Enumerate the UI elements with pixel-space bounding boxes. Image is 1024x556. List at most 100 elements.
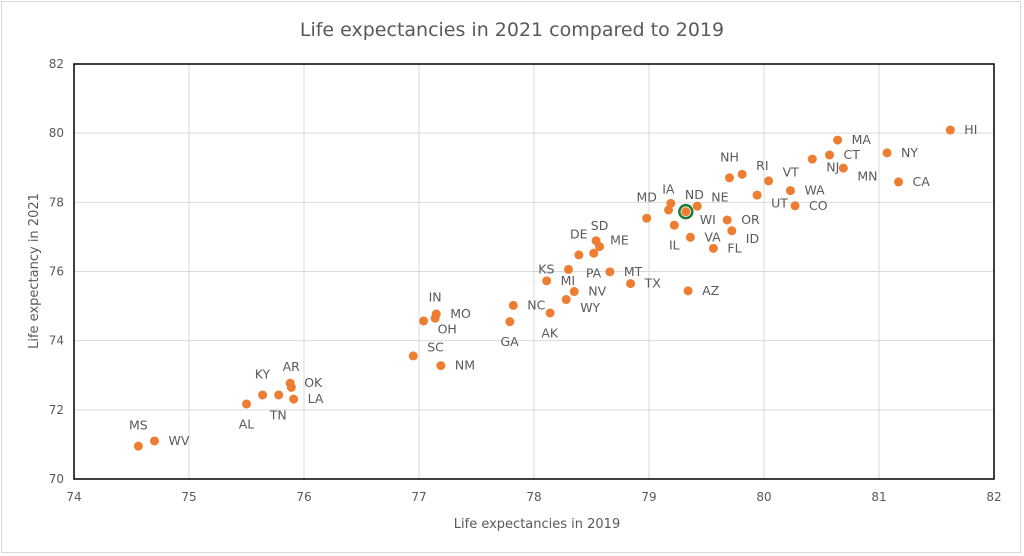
data-point-or bbox=[722, 215, 732, 225]
data-label-md: MD bbox=[636, 190, 656, 205]
x-tick-label: 78 bbox=[526, 490, 541, 504]
x-tick-label: 77 bbox=[411, 490, 426, 504]
data-label-nd: ND bbox=[685, 187, 704, 202]
data-label-id: ID bbox=[746, 231, 759, 246]
data-point-wy bbox=[561, 295, 571, 305]
data-label-fl: FL bbox=[727, 240, 741, 255]
data-labels: HI MA NY CT NJ MN CA RI NH VT WA UT CO ND IA WI NE MD IL OR… bbox=[129, 122, 977, 448]
data-label-co: CO bbox=[809, 198, 828, 213]
y-tick-label: 82 bbox=[49, 57, 64, 71]
data-point-mi bbox=[542, 276, 552, 286]
data-point-sd bbox=[595, 242, 605, 252]
data-point-md bbox=[642, 213, 652, 223]
data-point-nh bbox=[725, 173, 734, 183]
x-tick-label: 79 bbox=[641, 490, 656, 504]
data-point-ks bbox=[564, 264, 573, 274]
data-label-nj: NJ bbox=[826, 160, 839, 175]
data-label-oh: OH bbox=[438, 321, 457, 336]
data-label-ar: AR bbox=[283, 359, 301, 374]
data-label-vt: VT bbox=[783, 164, 800, 179]
data-label-hi: HI bbox=[964, 122, 977, 137]
data-point-ar bbox=[286, 382, 296, 392]
data-label-va: VA bbox=[704, 229, 721, 244]
data-label-wa: WA bbox=[804, 183, 825, 198]
data-label-wv: WV bbox=[169, 433, 190, 448]
data-label-mt: MT bbox=[624, 264, 643, 279]
data-label-wi: WI bbox=[700, 212, 716, 227]
plot-area-border bbox=[73, 63, 995, 480]
y-tick-label: 70 bbox=[49, 472, 64, 486]
data-point-al bbox=[242, 399, 251, 409]
data-label-mo: MO bbox=[450, 306, 471, 321]
highlight-ring bbox=[678, 203, 694, 220]
data-label-il: IL bbox=[669, 238, 680, 253]
x-tick-label: 81 bbox=[871, 490, 886, 504]
y-tick-label: 80 bbox=[49, 126, 64, 140]
data-point-co bbox=[790, 201, 800, 211]
x-tick-label: 75 bbox=[181, 490, 196, 504]
data-point-wv bbox=[150, 436, 159, 446]
data-label-nv: NV bbox=[588, 284, 606, 299]
data-point-ut bbox=[752, 190, 762, 200]
data-point-ma bbox=[833, 135, 843, 145]
data-point-az bbox=[683, 286, 693, 296]
data-label-sd: SD bbox=[591, 218, 609, 233]
data-label-de: DE bbox=[570, 226, 588, 241]
data-point-ak bbox=[545, 308, 555, 318]
data-label-ms: MS bbox=[129, 418, 148, 433]
data-label-ga: GA bbox=[501, 334, 520, 349]
x-axis-label: Life expectancies in 2019 bbox=[454, 517, 620, 532]
y-tick-label: 78 bbox=[49, 195, 64, 209]
y-tick-label: 74 bbox=[49, 334, 64, 348]
data-point-tx bbox=[626, 279, 636, 289]
data-point-ca bbox=[894, 177, 904, 187]
data-point-hi bbox=[945, 125, 955, 135]
data-label-ma: MA bbox=[852, 132, 872, 147]
data-point-nv bbox=[569, 287, 579, 297]
data-point-ny bbox=[882, 148, 892, 158]
data-label-ky: KY bbox=[255, 366, 271, 381]
data-label-ca: CA bbox=[913, 174, 931, 189]
data-point-in bbox=[430, 313, 440, 323]
data-point-nc bbox=[508, 300, 518, 310]
data-label-in: IN bbox=[429, 290, 442, 305]
data-point-la bbox=[289, 394, 299, 404]
data-point-wa bbox=[785, 186, 795, 196]
data-point-ms bbox=[133, 441, 143, 451]
data-point-oh bbox=[419, 316, 429, 326]
data-label-ny: NY bbox=[901, 145, 918, 160]
data-label-wy: WY bbox=[580, 300, 600, 315]
data-point-ri bbox=[737, 169, 747, 179]
data-point-nj bbox=[807, 154, 817, 164]
data-point-de bbox=[574, 250, 584, 260]
data-label-la: LA bbox=[308, 391, 324, 406]
data-label-ks: KS bbox=[538, 261, 554, 276]
x-tick-label: 82 bbox=[986, 490, 1001, 504]
data-label-mn: MN bbox=[857, 168, 877, 183]
data-label-ne: NE bbox=[711, 190, 728, 205]
gridlines bbox=[73, 63, 995, 480]
data-label-nc: NC bbox=[527, 297, 545, 312]
data-label-me: ME bbox=[610, 233, 629, 248]
data-label-ri: RI bbox=[756, 158, 768, 173]
data-point-ga bbox=[505, 317, 515, 327]
data-point-tn bbox=[274, 390, 284, 400]
data-point-ky bbox=[258, 390, 268, 400]
x-tick-label: 80 bbox=[756, 490, 771, 504]
data-label-ct: CT bbox=[844, 147, 861, 162]
y-axis-label: Life expectancy in 2021 bbox=[27, 193, 42, 349]
x-tick-label: 76 bbox=[296, 490, 311, 504]
data-point-wi bbox=[681, 207, 691, 217]
data-label-al: AL bbox=[239, 416, 255, 431]
data-label-tn: TN bbox=[269, 407, 287, 422]
chart-title: Life expectancies in 2021 compared to 20… bbox=[300, 19, 724, 41]
data-point-va bbox=[685, 232, 695, 242]
tick-labels: 74 75 76 77 78 79 80 81 82 70 72 74 76 78 80 82 bbox=[49, 57, 1002, 504]
data-label-ut: UT bbox=[771, 195, 788, 210]
data-point-mn bbox=[838, 163, 848, 173]
data-point-ia bbox=[664, 205, 674, 215]
data-label-ia: IA bbox=[662, 181, 675, 196]
data-point-il bbox=[669, 220, 679, 230]
